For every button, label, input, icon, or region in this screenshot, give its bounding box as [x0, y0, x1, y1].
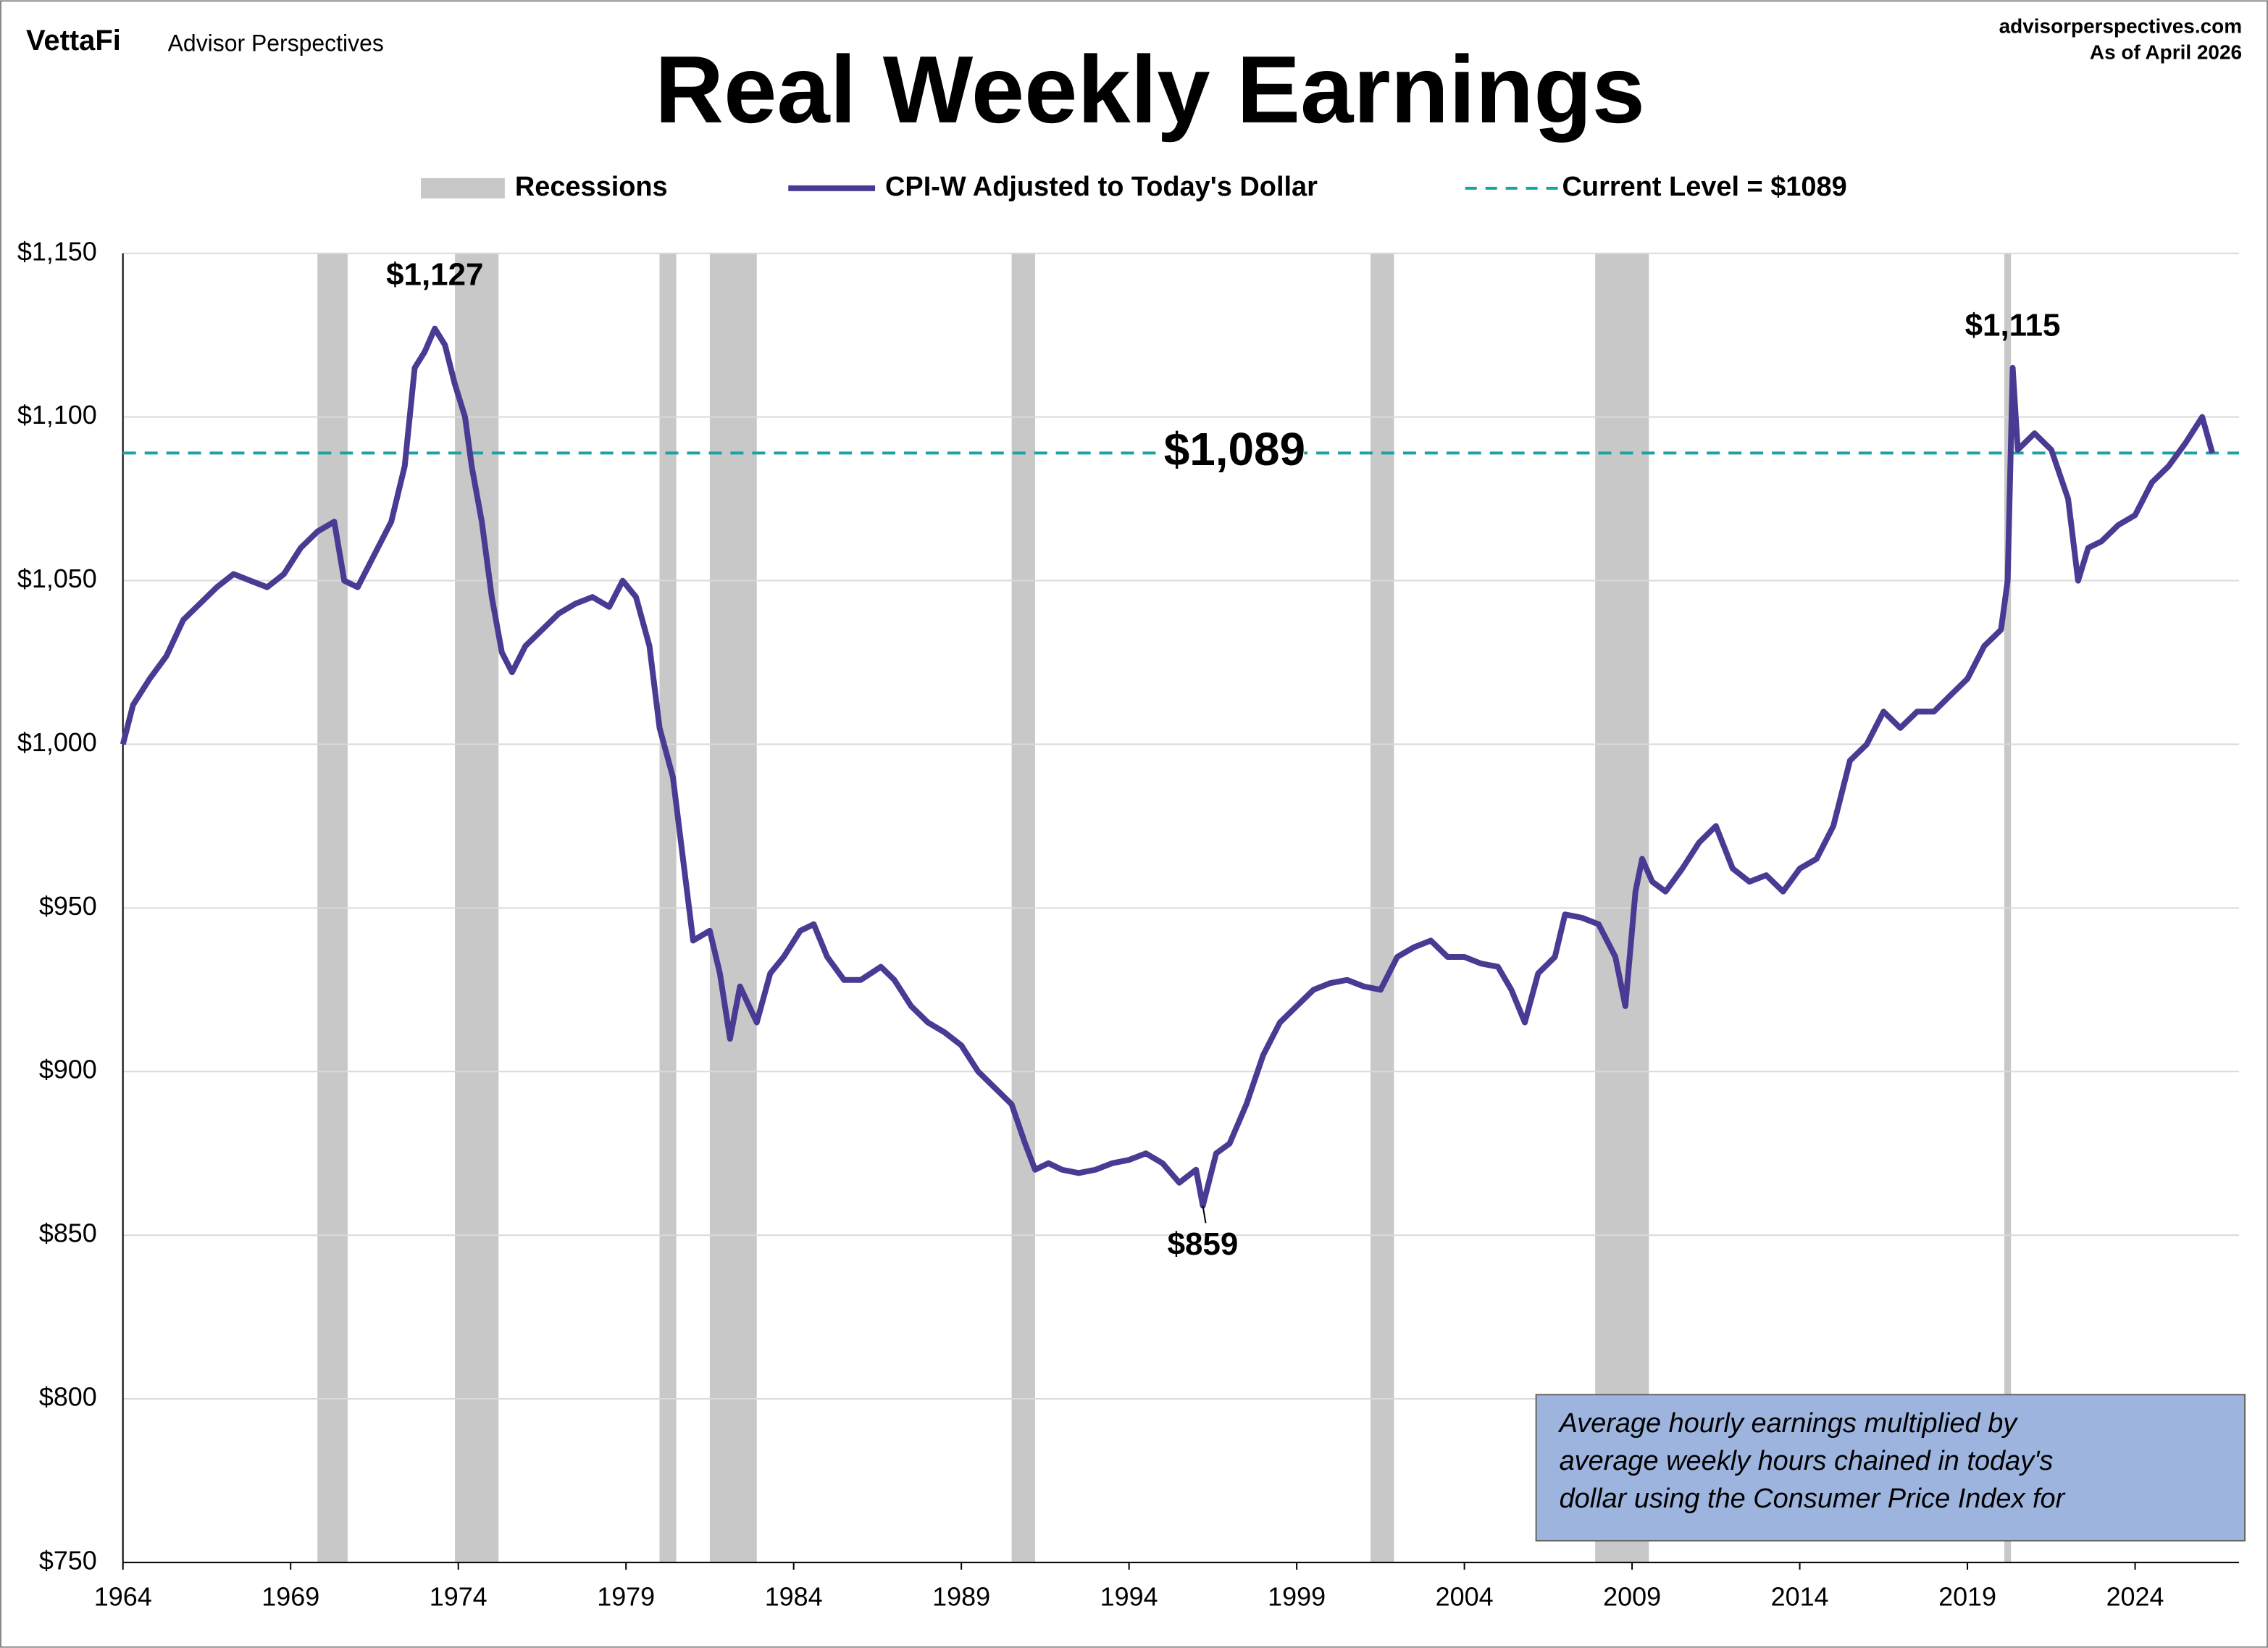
y-tick-label: $1,100 — [17, 400, 97, 430]
x-tick-label: 1964 — [94, 1581, 152, 1611]
x-tick-label: 1979 — [597, 1581, 655, 1611]
y-tick-label: $750 — [39, 1545, 97, 1575]
legend-label: CPI-W Adjusted to Today's Dollar — [885, 172, 1318, 202]
x-tick-label: 2009 — [1603, 1581, 1661, 1611]
note-box — [1535, 1394, 2246, 1542]
series-line — [120, 325, 2215, 1209]
note-text: Average hourly earnings multiplied by — [1558, 1408, 2019, 1439]
y-tick-label: $1,000 — [17, 727, 97, 757]
brand-sub: Advisor Perspectives — [168, 30, 384, 57]
note-text: dollar using the Consumer Price Index fo… — [1560, 1484, 2066, 1514]
legend-label: Current Level = $1089 — [1562, 172, 1847, 202]
legend-swatch — [421, 177, 505, 198]
y-tick-label: $1,150 — [17, 236, 97, 266]
x-tick-label: 2014 — [1771, 1581, 1829, 1611]
annotation: $1,127 — [386, 256, 483, 292]
brand: VettaFi — [26, 25, 121, 57]
y-tick-label: $850 — [39, 1218, 97, 1248]
x-tick-label: 1989 — [932, 1581, 990, 1611]
y-tick-label: $950 — [39, 891, 97, 921]
x-tick-label: 2004 — [1436, 1581, 1494, 1611]
y-tick-label: $800 — [39, 1381, 97, 1411]
annotation: $859 — [1168, 1226, 1239, 1262]
annotation-tick — [1202, 1205, 1207, 1224]
legend-label: Recessions — [515, 172, 668, 202]
x-tick-label: 1969 — [261, 1581, 319, 1611]
site: advisorperspectives.com — [1999, 15, 2242, 38]
x-tick-label: 1974 — [430, 1581, 488, 1611]
x-tick-label: 1999 — [1268, 1581, 1326, 1611]
annotation: $1,115 — [1965, 308, 2061, 343]
chart-title: Real Weekly Earnings — [655, 36, 1645, 143]
annotation: $1,089 — [1164, 423, 1305, 475]
y-tick-label: $900 — [39, 1055, 97, 1084]
as-of: As of April 2026 — [2090, 41, 2242, 64]
x-tick-label: 1984 — [765, 1581, 823, 1611]
y-tick-label: $1,050 — [17, 564, 97, 593]
x-tick-label: 2024 — [2106, 1581, 2164, 1611]
x-tick-label: 1994 — [1100, 1581, 1158, 1611]
note-text: average weekly hours chained in today's — [1560, 1446, 2054, 1476]
annotation-bg — [1159, 427, 1305, 480]
x-tick-label: 2019 — [1938, 1581, 1996, 1611]
